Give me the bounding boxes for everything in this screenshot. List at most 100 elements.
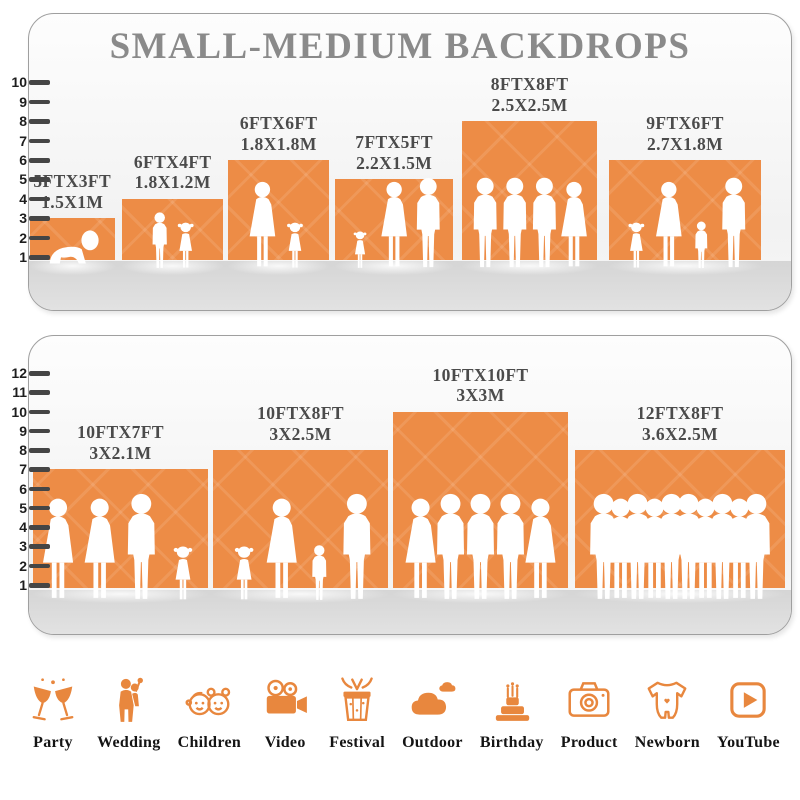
ruler-tick [29,255,50,260]
ruler-tick [29,428,50,434]
page-title: SMALL-MEDIUM BACKDROPS [109,26,691,67]
ruler-tick [29,80,50,85]
category-children: Children [178,660,241,752]
ruler-tick [29,544,50,549]
ruler-tick [29,583,50,588]
category-label: Newborn [634,734,700,751]
floor-glow [122,257,224,275]
backdrop-size-m: 2.7X1.8M [646,133,724,154]
ruler-number: 5 [19,499,27,516]
newborn-onesie-icon [647,681,687,719]
ruler-tick [29,138,50,144]
ruler-number: 5 [19,171,27,188]
party-glasses-icon [32,678,74,721]
backdrop-size-label: 6FTX4FT 1.8X1.2M [88,152,258,193]
video-camera-icon [266,679,308,714]
ruler-number: 3 [19,210,27,227]
ruler-number: 7 [19,132,27,149]
category-video: Video [258,660,312,752]
category-label: Video [264,734,306,751]
category-label: Festival [329,734,385,751]
backdrop-size-ft: 10FTX7FT [77,422,164,443]
backdrop-size-m: 2.5X2.5M [491,94,568,115]
ruler-number: 6 [19,152,27,168]
backdrop-rect [228,160,330,260]
backdrop-size-label: 7FTX5FT 2.2X1.5M [309,132,479,173]
backdrop-size-m: 2.2X1.5M [356,152,433,173]
ruler-tick [29,196,50,202]
ruler-number: 11 [12,384,27,401]
ruler-tick [29,99,50,105]
category-wedding: Wedding [97,660,160,752]
backdrop-size-ft: 6FTX4FT [133,151,212,172]
category-label: Birthday [479,734,544,751]
ruler-number: 3 [19,538,27,555]
backdrop-size-label: 10FTX8FT 3X2.5M [216,403,386,444]
category-party: Party [26,660,80,752]
backdrop-size-m: 1.5X1M [41,191,104,212]
ruler-tick [29,390,50,395]
backdrop-size-ft: 9FTX6FT [646,113,724,133]
festival-gift-icon [341,677,373,721]
category-label: Party [33,734,73,751]
ruler-tick [29,448,50,453]
ruler-number: 10 [11,403,27,420]
backdrop-size-label: 8FTX8FT 2.5X2.5M [445,74,615,115]
backdrop-rect [33,469,208,588]
youtube-play-icon [730,682,767,718]
ruler-number: 2 [19,229,27,246]
ruler-tick [29,371,50,376]
backdrop-size-label: 10FTX7FT 3X2.1M [36,422,206,463]
category-row: Party Wedding [26,660,780,752]
category-outdoor: Outdoor [402,660,463,752]
category-label: Wedding [97,734,161,751]
backdrop-size-label: 12FTX8FT 3.6X2.5M [595,403,765,444]
ruler-number: 8 [19,442,27,459]
category-youtube: YouTube [717,660,780,752]
backdrop-size-label: 10FTX10FT 3X3M [396,365,566,406]
backdrop-size-m: 3X2.5M [269,423,332,444]
backdrop-size-ft: 6FTX6FT [239,113,318,133]
backdrop-size-m: 3X2.1M [89,442,152,463]
backdrop-rect [609,160,762,260]
ruler-tick [29,486,50,492]
backdrop-rect [122,198,224,260]
ruler-tick [29,409,50,415]
ruler-number: 4 [19,190,27,207]
ruler-number: 8 [19,113,27,130]
ruler-number: 2 [19,557,27,574]
category-festival: Festival [329,660,385,752]
backdrop-size-label: 5FTX3FT 1.5X1M [0,171,157,212]
floor-glow [33,585,208,603]
ruler-tick [29,563,50,569]
backdrop-size-ft: 5FTX3FT [33,171,112,192]
category-label: Children [177,734,242,751]
backdrop-size-label: 6FTX6FT 1.8X1.8M [194,113,364,154]
backdrop-rect [462,121,598,260]
backdrop-size-m: 3X3M [456,385,505,406]
ruler-tick [29,505,50,511]
backdrop-size-ft: 10FTX8FT [257,403,344,424]
birthday-cake-icon [495,682,529,721]
product-camera-icon [568,682,610,717]
backdrop-size-m: 1.8X1.2M [134,172,211,193]
ruler-tick [29,177,50,182]
category-label: Outdoor [402,734,463,751]
ruler-tick [29,119,50,124]
backdrop-rect [335,179,454,260]
backdrop-rect [393,411,568,588]
ruler-number: 9 [19,93,27,110]
ruler-tick [29,525,50,530]
category-newborn: Newborn [635,660,700,752]
ruler-tick [29,216,50,221]
ruler-number: 9 [19,422,27,439]
ruler-tick [29,467,50,472]
ruler-tick [29,158,50,163]
backdrop-size-ft: 8FTX8FT [490,74,569,95]
ruler-number: 10 [11,74,27,91]
wedding-couple-icon [118,677,143,722]
category-label: YouTube [717,734,780,751]
backdrop-size-m: 1.8X1.8M [240,133,317,154]
category-birthday: Birthday [480,660,544,752]
backdrop-rect [213,450,388,588]
